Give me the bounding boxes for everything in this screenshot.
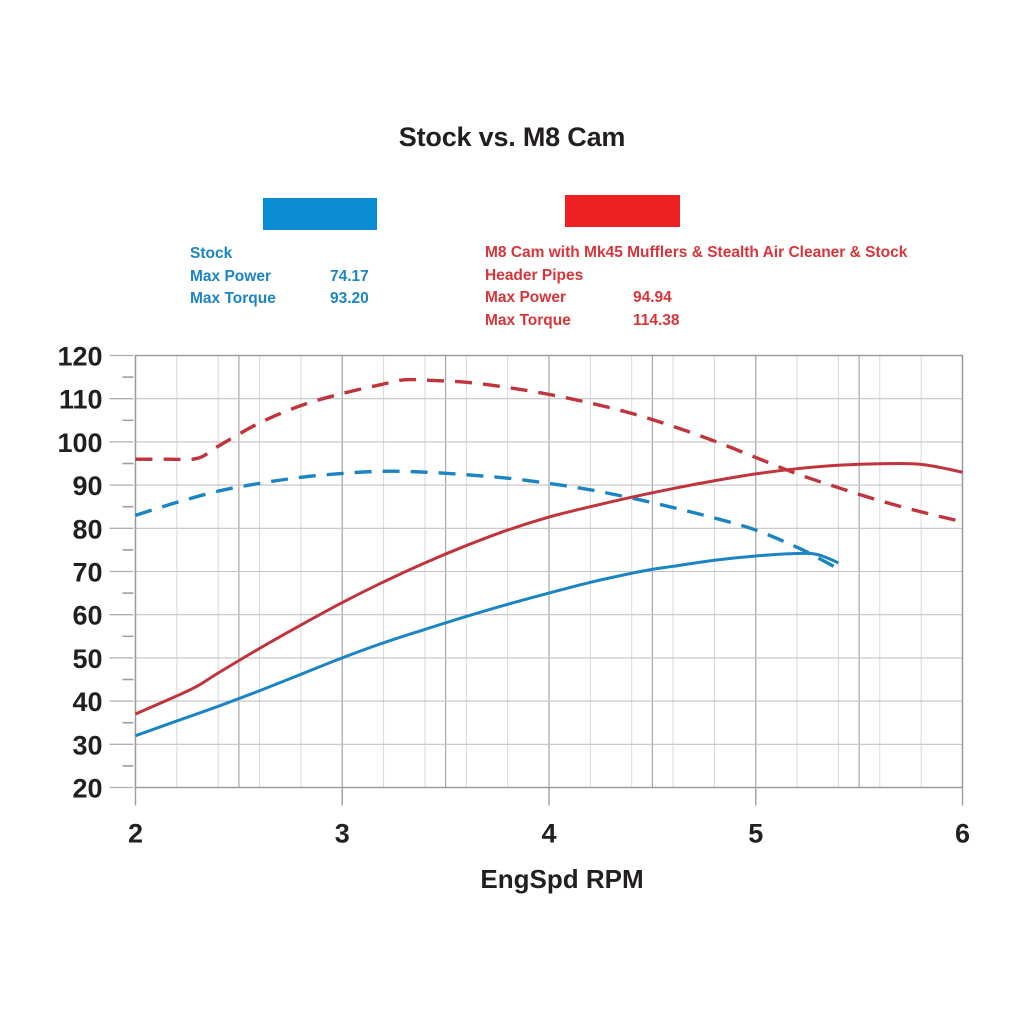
legend-m8-cam-text: M8 Cam with Mk45 Mufflers & Stealth Air … bbox=[485, 242, 985, 332]
x-axis-tick-label: 6 bbox=[955, 819, 970, 849]
legend-swatch-m8-cam bbox=[565, 195, 680, 227]
legend-stock-power-label: Max Power bbox=[190, 267, 271, 285]
y-axis-tick-label: 50 bbox=[72, 644, 102, 674]
legend-swatch-stock bbox=[263, 198, 377, 230]
y-axis-tick-label: 120 bbox=[57, 342, 102, 372]
legend-m8-cam-name: M8 Cam with Mk45 Mufflers & Stealth Air … bbox=[485, 244, 908, 284]
legend-stock-power-value: 74.17 bbox=[330, 267, 369, 285]
legend-stock-name-row: Stock bbox=[190, 243, 450, 266]
y-axis-tick-label: 70 bbox=[72, 558, 102, 588]
legend-stock-torque-label: Max Torque bbox=[190, 290, 276, 307]
legend-stock-torque-row: Max Torque 93.20 bbox=[190, 288, 450, 311]
x-axis-tick-label: 4 bbox=[541, 819, 556, 849]
page-title: Stock vs. M8 Cam bbox=[398, 122, 626, 152]
legend-m8-cam-power-row: Max Power 94.94 bbox=[485, 287, 985, 310]
legend-stock-power-row: Max Power 74.17 bbox=[190, 266, 450, 289]
series-line bbox=[134, 551, 840, 738]
y-axis-tick-label: 30 bbox=[72, 730, 102, 760]
y-axis-tick-label: 60 bbox=[72, 601, 102, 631]
x-axis-tick-label: 5 bbox=[748, 819, 763, 849]
y-axis-tick-label: 20 bbox=[72, 774, 102, 804]
y-axis-tick-label: 40 bbox=[72, 687, 102, 717]
legend-stock: Stock Max Power 74.17 Max Torque 93.20 bbox=[190, 198, 450, 311]
legend-m8-cam-power-label: Max Power bbox=[485, 289, 566, 306]
series-line bbox=[134, 461, 963, 716]
x-axis-caption: EngSpd RPM bbox=[480, 864, 643, 894]
legend-stock-text: Stock Max Power 74.17 Max Torque 93.20 bbox=[190, 243, 450, 311]
x-axis-ticks bbox=[134, 787, 964, 806]
y-axis-tick-label: 100 bbox=[57, 428, 102, 458]
x-axis-labels: 2 3 4 5 6 bbox=[128, 819, 970, 849]
legend-stock-torque-value: 93.20 bbox=[330, 290, 369, 307]
y-axis-tick-label: 80 bbox=[72, 514, 102, 544]
series-line bbox=[134, 469, 840, 571]
legend-m8-cam-torque-row: Max Torque 114.38 bbox=[485, 310, 985, 333]
legend-m8-cam-torque-value: 114.38 bbox=[633, 311, 680, 329]
series-lines bbox=[134, 377, 963, 738]
y-axis-tick-label: 110 bbox=[59, 385, 103, 415]
legend-m8-cam-power-value: 94.94 bbox=[633, 289, 672, 306]
y-axis-tick-label: 90 bbox=[72, 471, 102, 501]
series-line bbox=[135, 377, 963, 524]
y-axis-labels: 20 30 40 50 60 70 80 90 100 110 120 bbox=[57, 342, 102, 804]
legend-m8-cam-torque-label: Max Torque bbox=[485, 311, 571, 329]
x-axis-tick-label: 2 bbox=[128, 819, 143, 849]
legend-m8-cam: M8 Cam with Mk45 Mufflers & Stealth Air … bbox=[485, 195, 985, 332]
x-axis-tick-label: 3 bbox=[335, 819, 350, 849]
legend-stock-name: Stock bbox=[190, 245, 233, 262]
y-axis-ticks bbox=[109, 354, 134, 789]
